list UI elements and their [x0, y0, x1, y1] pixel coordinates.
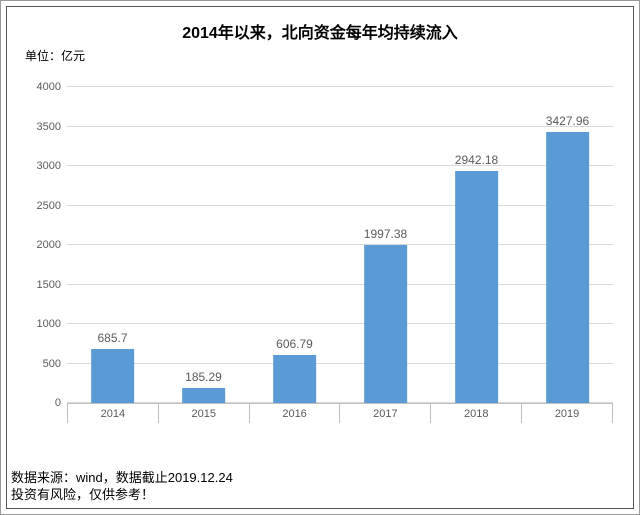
y-tick-label: 2500: [37, 200, 67, 212]
bar: 2942.18: [455, 171, 499, 403]
x-tick-label: 2019: [522, 404, 613, 423]
bar: 685.7: [91, 349, 135, 403]
bar-slot: 185.29: [158, 87, 249, 403]
y-tick-label: 3500: [37, 121, 67, 133]
bar-value-label: 3427.96: [546, 114, 589, 132]
y-tick-label: 0: [55, 397, 67, 409]
y-tick-label: 4000: [37, 81, 67, 93]
bar-value-label: 185.29: [185, 370, 222, 388]
bar-value-label: 606.79: [276, 337, 313, 355]
footer-notes: 数据来源：wind，数据截止2019.12.24 投资有风险，仅供参考！: [11, 469, 233, 504]
inner-frame: 2014年以来，北向资金每年均持续流入 单位：亿元 05001000150020…: [6, 6, 634, 509]
chart-area: 05001000150020002500300035004000 685.718…: [67, 87, 613, 423]
bar: 1997.38: [364, 245, 408, 403]
bar-value-label: 1997.38: [364, 227, 407, 245]
outer-frame: 2014年以来，北向资金每年均持续流入 单位：亿元 05001000150020…: [0, 0, 640, 515]
chart-title: 2014年以来，北向资金每年均持续流入: [7, 7, 633, 43]
bar: 185.29: [182, 388, 226, 403]
y-tick-label: 1500: [37, 279, 67, 291]
bar-value-label: 2942.18: [455, 153, 498, 171]
x-tick-label: 2016: [250, 404, 341, 423]
bar-slot: 2942.18: [431, 87, 522, 403]
bar-slot: 685.7: [67, 87, 158, 403]
x-tick-label: 2014: [67, 404, 159, 423]
bars-container: 685.7 185.29 606.79 1997.38 2942.18 3427.96: [67, 87, 613, 403]
footer-disclaimer: 投资有风险，仅供参考！: [11, 486, 233, 504]
y-tick-label: 1000: [37, 318, 67, 330]
bar-slot: 606.79: [249, 87, 340, 403]
y-tick-label: 2000: [37, 239, 67, 251]
footer-source: 数据来源：wind，数据截止2019.12.24: [11, 469, 233, 487]
bar: 3427.96: [546, 132, 590, 403]
bar-value-label: 685.7: [97, 331, 127, 349]
bar: 606.79: [273, 355, 317, 403]
x-tick-label: 2017: [340, 404, 431, 423]
bar-slot: 1997.38: [340, 87, 431, 403]
x-tick-label: 2018: [431, 404, 522, 423]
unit-label: 单位：亿元: [25, 47, 85, 64]
y-tick-label: 3000: [37, 160, 67, 172]
bar-slot: 3427.96: [522, 87, 613, 403]
y-tick-label: 500: [43, 358, 67, 370]
x-axis: 201420152016201720182019: [67, 403, 613, 423]
x-tick-label: 2015: [159, 404, 250, 423]
